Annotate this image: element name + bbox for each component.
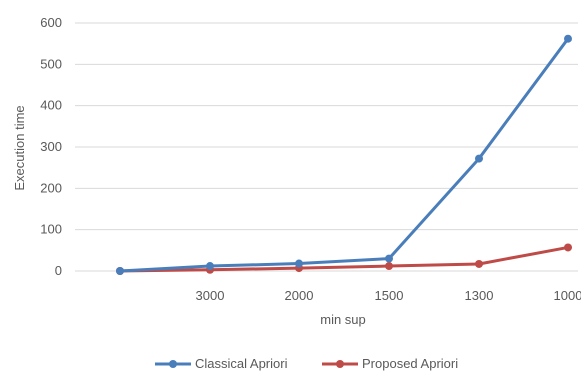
x-tick-label: 1300 <box>465 288 494 303</box>
data-point <box>385 254 393 263</box>
data-point <box>475 154 483 163</box>
legend-swatch-marker <box>169 360 177 368</box>
y-axis-title: Execution time <box>12 105 27 190</box>
x-tick-label: 2000 <box>285 288 314 303</box>
data-point <box>475 259 483 268</box>
x-tick-label: 1500 <box>375 288 404 303</box>
y-tick-label: 0 <box>55 263 62 278</box>
data-point <box>564 243 572 252</box>
data-point <box>564 34 572 43</box>
x-axis-title: min sup <box>320 312 366 327</box>
series-line <box>118 245 570 273</box>
legend-swatch-marker <box>336 360 344 368</box>
legend-label: Proposed Apriori <box>362 356 458 371</box>
y-tick-label: 200 <box>40 180 62 195</box>
data-point <box>385 262 393 271</box>
legend: Classical Apriori Proposed Apriori <box>155 356 458 371</box>
gridlines <box>75 22 578 272</box>
y-tick-label: 100 <box>40 222 62 237</box>
series-line <box>118 37 570 273</box>
data-point <box>295 259 303 268</box>
x-tick-labels: 3000 2000 1500 1300 1000 <box>196 288 581 303</box>
x-tick-label: 1000 <box>554 288 581 303</box>
y-tick-label: 600 <box>40 15 62 30</box>
data-point <box>116 267 124 275</box>
data-point <box>206 262 214 271</box>
legend-label: Classical Apriori <box>195 356 288 371</box>
x-tick-label: 3000 <box>196 288 225 303</box>
series-layer <box>116 34 572 275</box>
y-tick-label: 400 <box>40 98 62 113</box>
y-tick-label: 300 <box>40 139 62 154</box>
y-tick-labels: 0 100 200 300 400 500 600 <box>40 15 62 278</box>
y-tick-label: 500 <box>40 56 62 71</box>
